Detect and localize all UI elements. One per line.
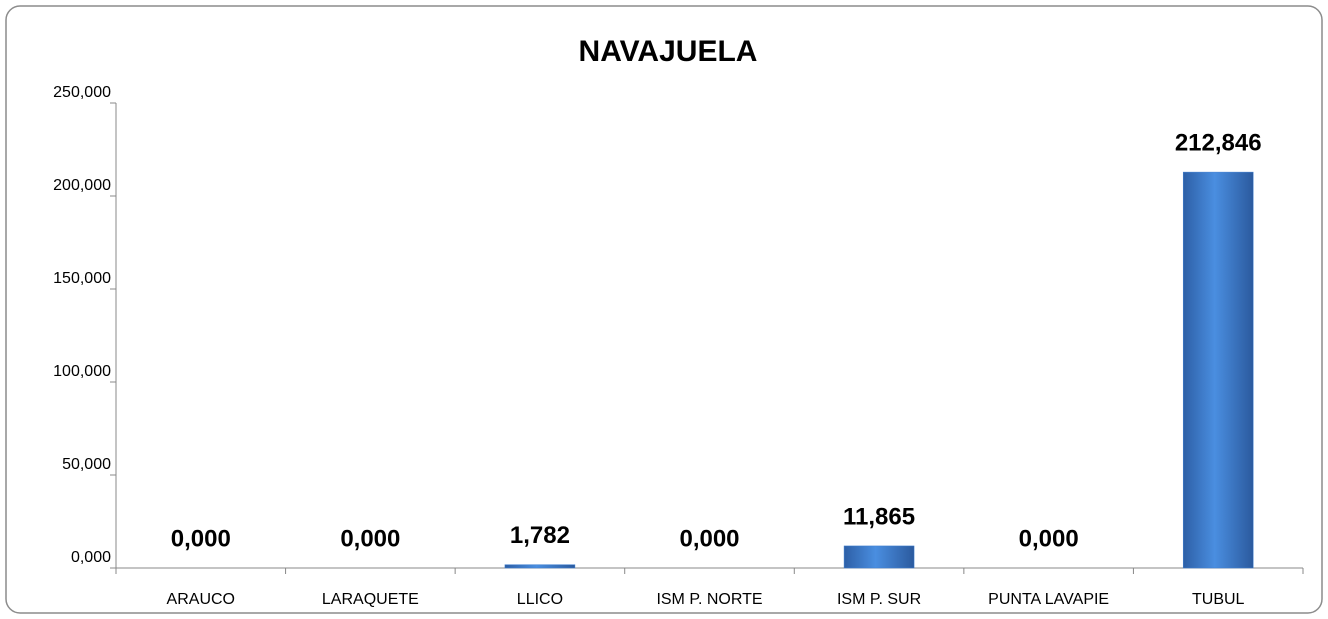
x-tick-label: ISM P. SUR [837, 591, 921, 608]
y-tick-label: 200,000 [53, 177, 111, 194]
y-tick-label: 150,000 [53, 270, 111, 287]
chart-border [5, 5, 1323, 614]
y-tick-label: 100,000 [53, 363, 111, 380]
y-tick-label: 0,000 [71, 549, 111, 566]
data-label: 0,000 [171, 525, 231, 552]
x-tick-label: PUNTA LAVAPIE [988, 591, 1109, 608]
bar [1182, 171, 1254, 569]
bar [504, 564, 576, 569]
y-tick-label: 250,000 [53, 84, 111, 101]
data-label: 0,000 [340, 525, 400, 552]
x-tick-label: LLICO [517, 591, 563, 608]
data-label: 1,782 [510, 522, 570, 549]
x-tick-label: ISM P. NORTE [656, 591, 762, 608]
x-tick-label: ARAUCO [167, 591, 235, 608]
y-tick-label: 50,000 [62, 456, 111, 473]
chart-title: NAVAJUELA [579, 35, 758, 68]
x-tick-label: LARAQUETE [322, 591, 419, 608]
bar [843, 545, 915, 569]
x-tick-label: TUBUL [1192, 591, 1245, 608]
data-label: 0,000 [679, 525, 739, 552]
data-label: 11,865 [843, 503, 915, 530]
data-label: 212,846 [1175, 129, 1262, 156]
data-label: 0,000 [1019, 525, 1079, 552]
